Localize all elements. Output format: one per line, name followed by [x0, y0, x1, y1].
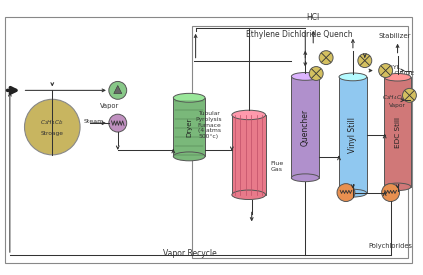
Circle shape: [337, 184, 355, 202]
Circle shape: [25, 99, 80, 155]
Ellipse shape: [339, 73, 367, 81]
Text: Dryer: Dryer: [186, 117, 192, 137]
Bar: [232, 115, 266, 195]
Bar: [5, 17, 412, 263]
Text: Quencher: Quencher: [301, 109, 310, 146]
Bar: [291, 76, 319, 178]
Ellipse shape: [173, 152, 205, 161]
Text: $C_2H_4Cl_2$: $C_2H_4Cl_2$: [40, 118, 64, 127]
Circle shape: [309, 67, 323, 81]
Text: Stroage: Stroage: [41, 131, 64, 136]
Text: Stabilizer: Stabilizer: [379, 33, 411, 39]
Circle shape: [382, 184, 400, 202]
Circle shape: [358, 54, 372, 68]
Ellipse shape: [291, 73, 319, 80]
Text: Vapor: Vapor: [100, 103, 119, 109]
Text: VINYL
CHLORIDE: VINYL CHLORIDE: [383, 65, 415, 76]
Polygon shape: [114, 86, 122, 94]
Text: Steam: Steam: [84, 119, 104, 124]
Bar: [339, 77, 367, 193]
Ellipse shape: [232, 110, 266, 120]
Ellipse shape: [173, 93, 205, 102]
Circle shape: [403, 88, 416, 102]
Text: Polychlorides: Polychlorides: [368, 243, 412, 249]
Bar: [384, 77, 411, 187]
Text: Tubular
Pyrolysis
Furnace
(4 atms
500°c): Tubular Pyrolysis Furnace (4 atms 500°c): [196, 111, 222, 139]
Ellipse shape: [384, 183, 411, 191]
Text: EDC Still: EDC Still: [395, 117, 401, 148]
Circle shape: [109, 81, 127, 99]
Text: Vinyl Still: Vinyl Still: [349, 117, 357, 153]
Bar: [192, 26, 408, 258]
Text: Flue
Gas: Flue Gas: [271, 161, 284, 172]
Text: HCl: HCl: [307, 13, 320, 22]
Ellipse shape: [339, 189, 367, 197]
Circle shape: [109, 114, 127, 132]
Bar: [173, 98, 205, 156]
Text: $C_2H_4Cl_2$
Vapor: $C_2H_4Cl_2$ Vapor: [382, 93, 406, 108]
Circle shape: [379, 64, 393, 78]
Text: Ethylene Dichloride Quench: Ethylene Dichloride Quench: [247, 30, 353, 38]
Text: Vapor Recycle: Vapor Recycle: [163, 249, 217, 258]
Circle shape: [319, 51, 333, 65]
Ellipse shape: [232, 190, 266, 199]
Ellipse shape: [291, 174, 319, 182]
Ellipse shape: [384, 73, 411, 81]
